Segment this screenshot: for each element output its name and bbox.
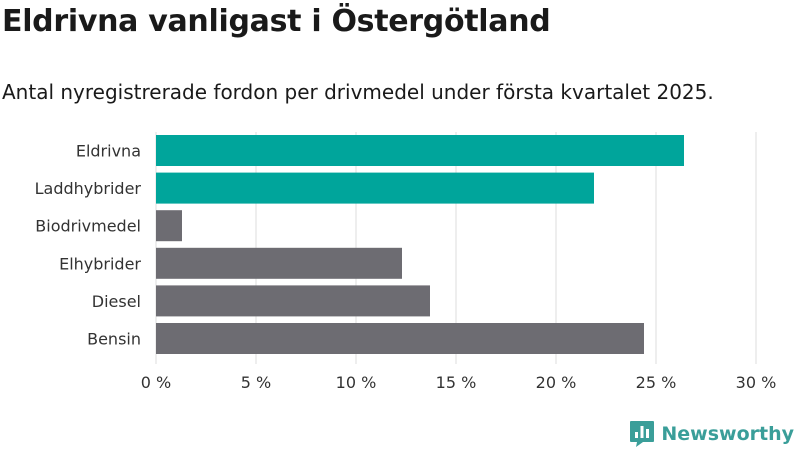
- bar-biodrivmedel: [156, 210, 182, 242]
- x-tick-label: 15 %: [436, 373, 477, 392]
- chart-title: Eldrivna vanligast i Östergötland: [2, 4, 551, 39]
- bar-diesel: [156, 285, 430, 317]
- x-tick-label: 0 %: [141, 373, 171, 392]
- bar-eldrivna: [156, 135, 684, 166]
- x-tick-label: 20 %: [536, 373, 577, 392]
- category-label: Laddhybrider: [35, 179, 142, 198]
- category-label: Diesel: [92, 292, 141, 311]
- x-tick-label: 25 %: [636, 373, 677, 392]
- brand-logo: Newsworthy: [629, 420, 794, 448]
- category-label: Biodrivmedel: [35, 217, 141, 236]
- bar-bensin: [156, 323, 644, 354]
- category-label: Bensin: [87, 330, 141, 349]
- x-tick-label: 10 %: [336, 373, 377, 392]
- category-label: Elhybrider: [59, 254, 141, 273]
- bar-laddhybrider: [156, 172, 594, 204]
- category-label: Eldrivna: [76, 142, 141, 161]
- bar-elhybrider: [156, 247, 402, 279]
- chart-subtitle: Antal nyregistrerade fordon per drivmede…: [2, 80, 714, 104]
- newsworthy-logo-icon: [630, 421, 655, 447]
- x-tick-label: 30 %: [736, 373, 777, 392]
- brand-name: Newsworthy: [661, 423, 794, 445]
- x-tick-label: 5 %: [241, 373, 271, 392]
